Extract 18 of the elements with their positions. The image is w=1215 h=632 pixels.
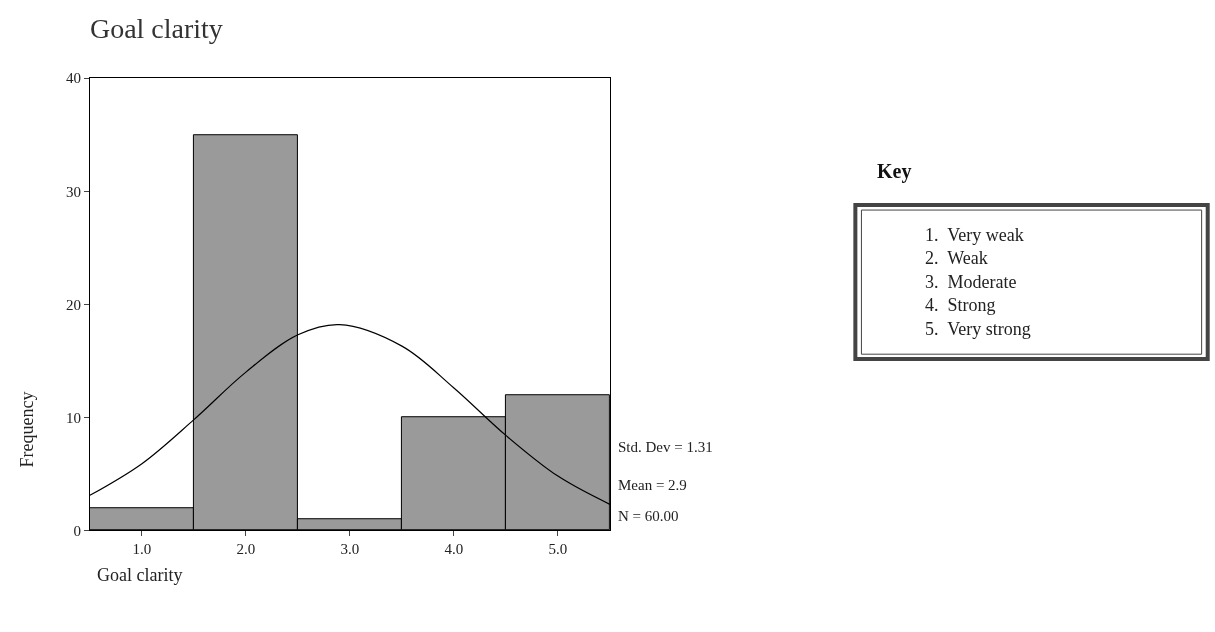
x-tick-label: 3.0 — [340, 541, 360, 558]
y-tick-label: 20 — [65, 296, 81, 313]
x-tick-label: 1.0 — [132, 541, 152, 558]
x-tick-label: 5.0 — [548, 541, 568, 558]
y-tick-label: 0 — [73, 522, 81, 539]
y-tick-label: 30 — [65, 183, 81, 200]
text: Key — [877, 160, 912, 183]
y-tick-label: 10 — [65, 409, 81, 426]
text: 1. Very weak 2. Weak 3. Moderate 4. Strong 5. Very strong — [925, 225, 1031, 339]
y-axis-title: Frequency — [16, 391, 37, 468]
y-tick-label: 40 — [65, 70, 81, 87]
chart-title: Goal clarity — [89, 13, 223, 45]
text: N = 60.00 — [618, 508, 679, 524]
x-tick-label: 4.0 — [444, 541, 464, 558]
text: Mean = 2.9 — [618, 477, 687, 493]
x-tick-label: 2.0 — [236, 541, 256, 558]
text: Std. Dev = 1.31 — [618, 439, 713, 455]
x-axis-title: Goal clarity — [97, 565, 183, 585]
